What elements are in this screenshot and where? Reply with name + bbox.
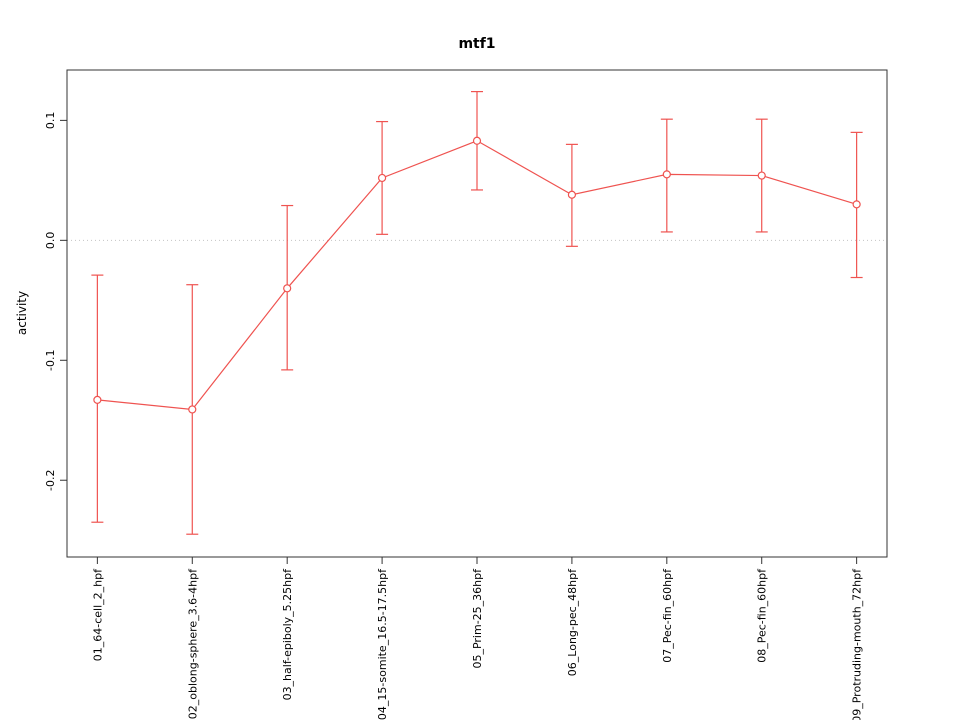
x-axis-tick-label: 03_half-epiboly_5.25hpf <box>281 568 294 701</box>
data-point-marker <box>757 171 766 180</box>
data-point-marker <box>188 405 197 414</box>
y-axis-tick-label: 0.1 <box>44 112 57 129</box>
x-axis-tick-label: 01_64-cell_2_hpf <box>91 568 104 661</box>
data-point-marker <box>283 284 292 293</box>
x-axis-tick-label: 04_15-somite_16.5-17.5hpf <box>376 568 389 720</box>
y-axis-title: activity <box>15 290 29 336</box>
chart-title: mtf1 <box>458 36 496 52</box>
x-axis-tick-label: 08_Pec-fin_60hpf <box>756 568 769 663</box>
data-point-marker <box>377 173 387 183</box>
y-axis-tick-label: -0.1 <box>44 350 57 371</box>
data-point-marker <box>567 190 577 199</box>
data-point-marker <box>662 170 671 179</box>
x-axis-tick-label: 02_oblong-sphere_3.6-4hpf <box>186 568 199 719</box>
x-axis-tick-label: 09_Protruding-mouth_72hpf <box>851 568 864 720</box>
x-axis-tick-label: 07_Pec-fin_60hpf <box>661 568 674 663</box>
x-axis-tick-label: 05_Prim-25_36hpf <box>471 568 484 669</box>
data-point-marker <box>93 395 102 404</box>
x-axis-tick-label: 06_Long-pec_48hpf <box>566 568 579 676</box>
y-axis-tick-label: 0.0 <box>44 232 57 250</box>
data-point-marker <box>852 200 861 209</box>
y-axis-tick-label: -0.2 <box>44 469 57 490</box>
data-point-marker <box>472 136 482 145</box>
